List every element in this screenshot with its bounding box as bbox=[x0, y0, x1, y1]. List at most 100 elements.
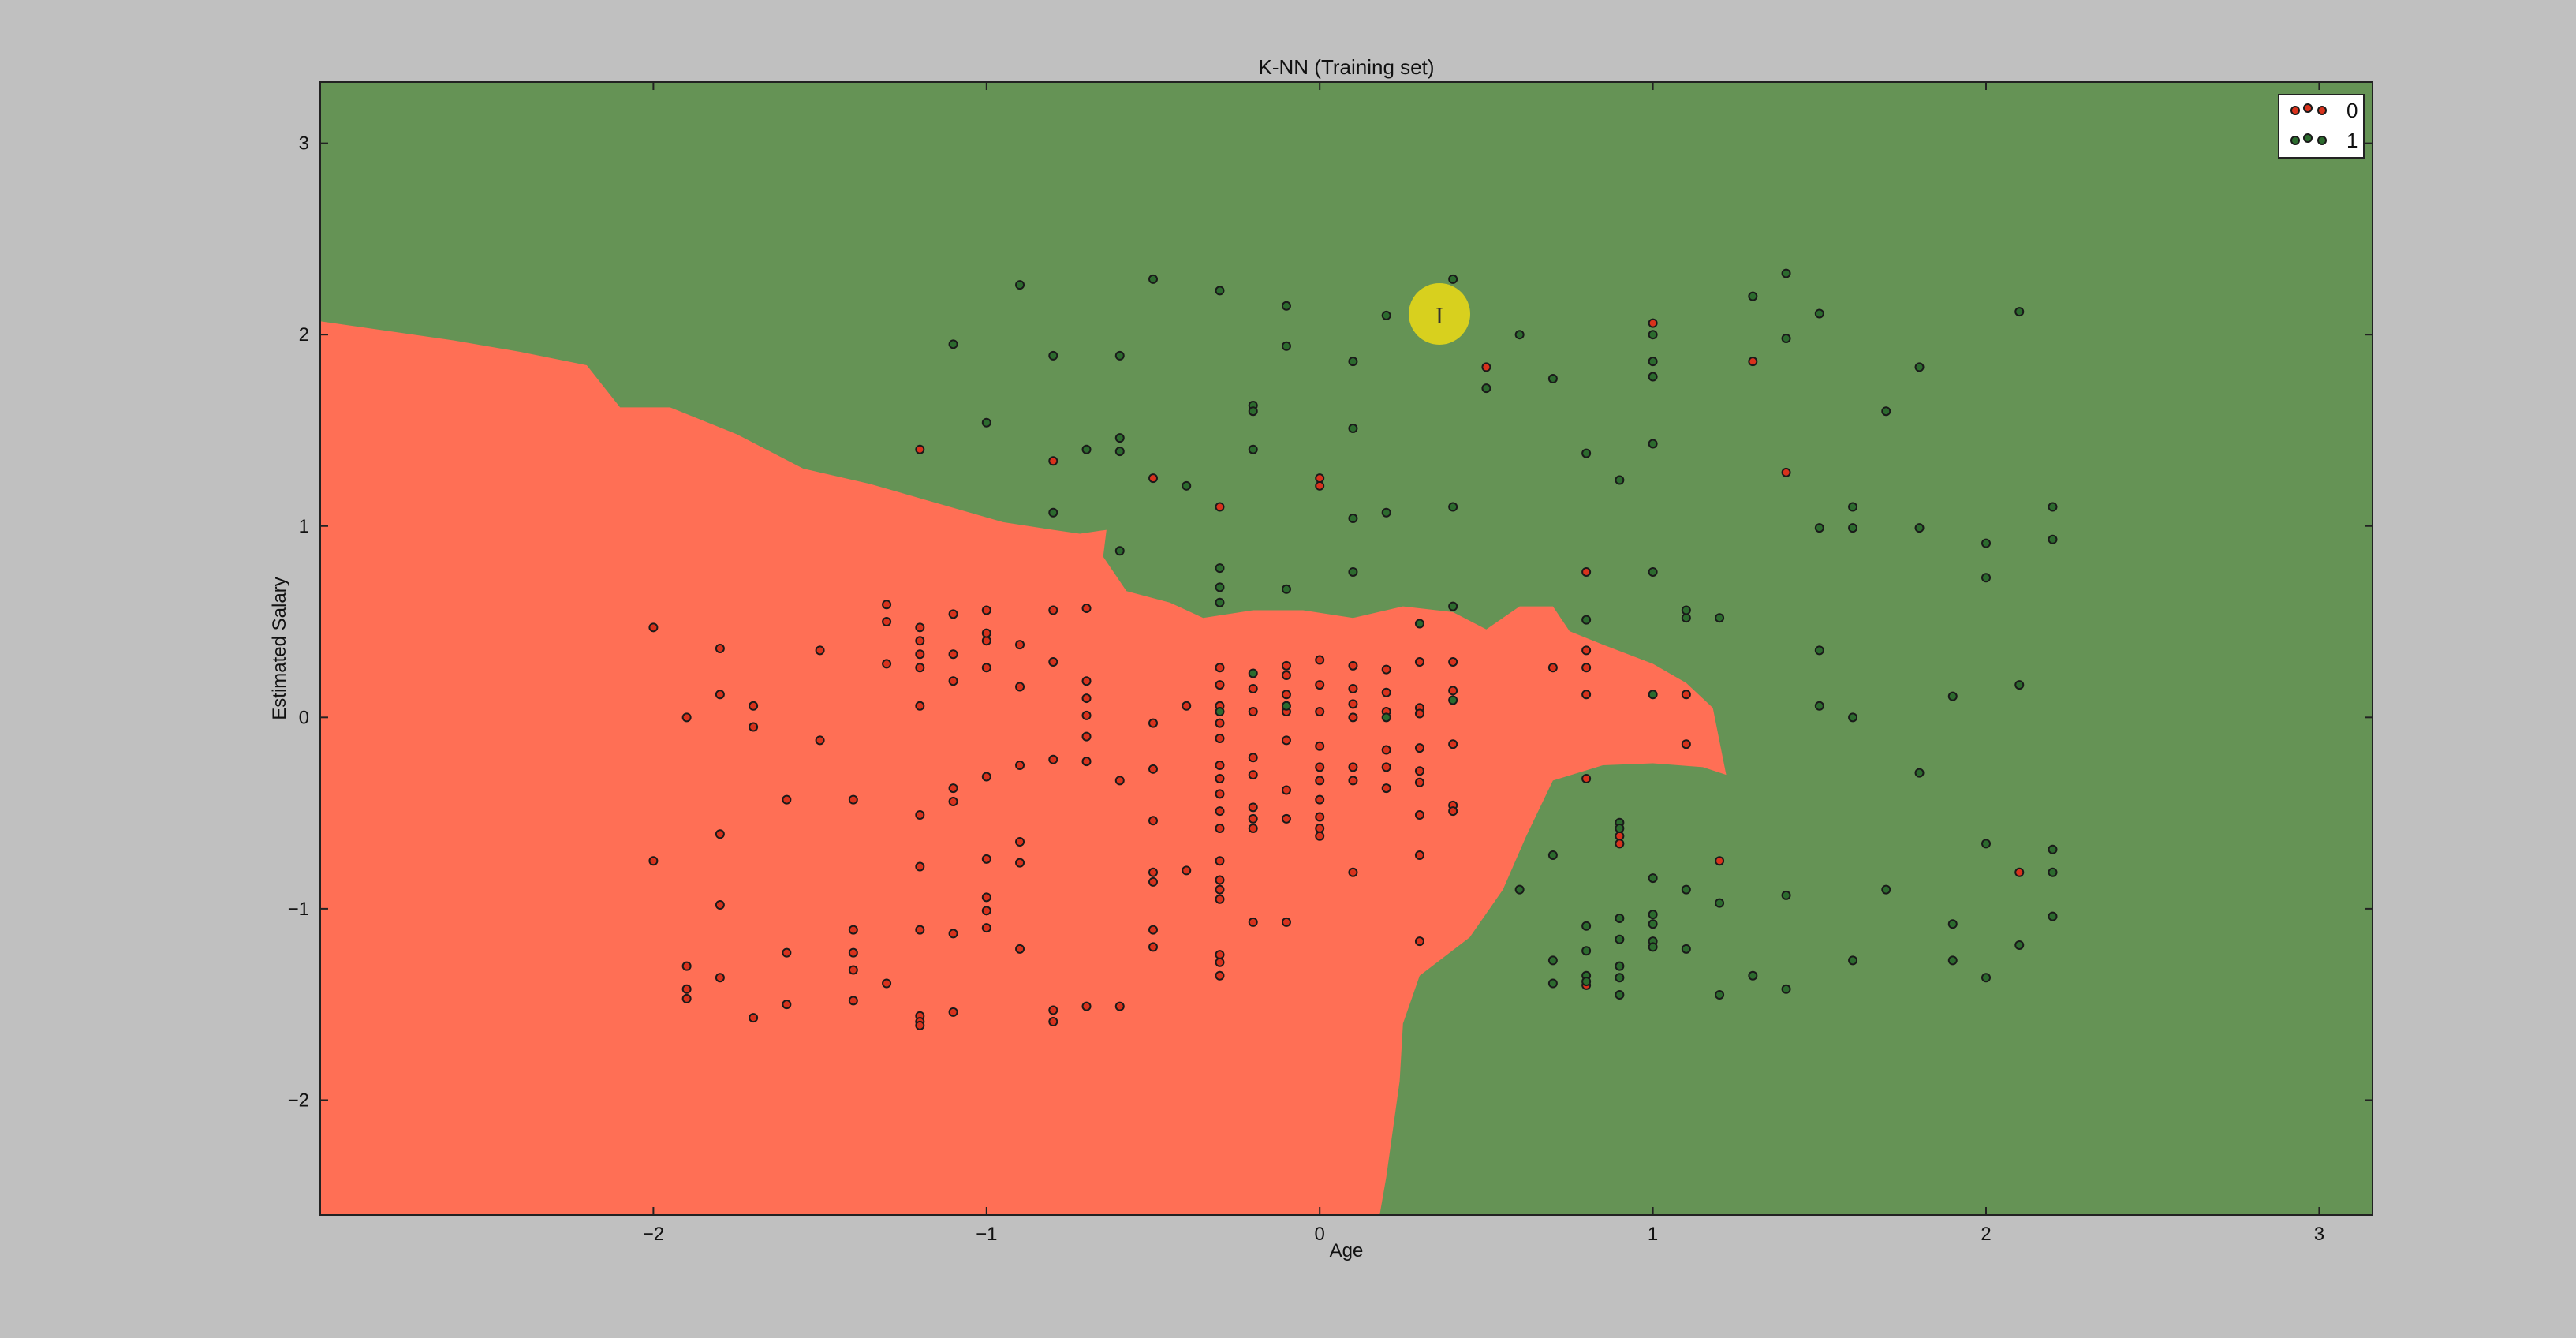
point-class-0-11 bbox=[715, 829, 725, 839]
point-class-0-86 bbox=[1215, 894, 1225, 904]
point-class-0-53 bbox=[948, 609, 958, 619]
point-class-0-131 bbox=[1348, 699, 1358, 709]
point-class-0-173 bbox=[1148, 473, 1159, 484]
point-class-1-58 bbox=[1981, 573, 1992, 583]
point-class-1-4 bbox=[1448, 274, 1458, 284]
point-class-1-105 bbox=[1215, 707, 1225, 717]
point-class-0-132 bbox=[1348, 683, 1358, 693]
point-class-1-37 bbox=[1114, 546, 1125, 556]
point-class-0-43 bbox=[1015, 760, 1025, 770]
point-class-0-156 bbox=[1581, 645, 1592, 656]
point-class-0-14 bbox=[681, 984, 692, 994]
point-class-0-147 bbox=[1414, 850, 1424, 860]
legend-items: 01 bbox=[2290, 99, 2358, 152]
point-class-0-165 bbox=[1681, 690, 1691, 700]
point-class-0-110 bbox=[1281, 660, 1291, 671]
point-class-0-48 bbox=[915, 636, 925, 646]
point-class-1-89 bbox=[1648, 910, 1658, 920]
point-class-1-2 bbox=[1215, 286, 1225, 296]
point-class-0-104 bbox=[1248, 813, 1258, 824]
point-class-0-59 bbox=[981, 605, 991, 615]
point-class-1-5 bbox=[1381, 310, 1391, 320]
point-class-1-80 bbox=[2014, 940, 2025, 950]
point-class-0-115 bbox=[1281, 785, 1291, 795]
point-class-1-104 bbox=[1514, 884, 1525, 895]
point-class-1-108 bbox=[1381, 712, 1391, 723]
point-class-0-146 bbox=[1414, 810, 1424, 820]
point-class-0-98 bbox=[1215, 950, 1225, 960]
point-class-1-95 bbox=[1615, 961, 1625, 971]
x-tick-label: 0 bbox=[1315, 1224, 1325, 1245]
point-class-0-16 bbox=[715, 973, 725, 983]
point-class-1-62 bbox=[1814, 701, 1824, 711]
point-class-1-77 bbox=[2048, 844, 2058, 854]
legend-box bbox=[2278, 94, 2365, 159]
point-class-0-166 bbox=[1681, 739, 1691, 749]
y-axis-ticks: −2 −1 0 1 2 3 bbox=[288, 133, 2373, 1111]
point-class-0-99 bbox=[1215, 957, 1225, 967]
point-class-0-81 bbox=[1148, 718, 1159, 728]
point-class-0-69 bbox=[1081, 757, 1092, 767]
point-class-1-87 bbox=[1715, 990, 1725, 1000]
point-class-0-102 bbox=[1281, 917, 1291, 927]
point-class-0-19 bbox=[782, 1000, 792, 1010]
y-tick-label: 1 bbox=[299, 516, 309, 537]
point-class-0-15 bbox=[681, 993, 692, 1003]
point-class-0-82 bbox=[1182, 701, 1192, 711]
point-class-0-117 bbox=[1315, 655, 1325, 665]
legend-marker-1 bbox=[2303, 133, 2313, 143]
point-class-1-9 bbox=[1281, 341, 1291, 351]
point-class-1-106 bbox=[1248, 668, 1258, 678]
point-class-1-8 bbox=[1114, 350, 1125, 361]
point-class-0-5 bbox=[749, 722, 759, 732]
legend-label-1: 1 bbox=[2346, 129, 2358, 152]
point-class-0-60 bbox=[1015, 682, 1025, 692]
point-class-0-169 bbox=[1781, 467, 1791, 477]
point-class-1-48 bbox=[1581, 615, 1592, 625]
point-class-1-40 bbox=[1448, 502, 1458, 512]
point-class-0-79 bbox=[1148, 816, 1159, 826]
point-class-1-82 bbox=[1947, 955, 1958, 966]
point-class-0-47 bbox=[915, 649, 925, 660]
point-class-1-63 bbox=[1848, 712, 1858, 723]
point-class-0-170 bbox=[2014, 867, 2025, 877]
point-class-1-81 bbox=[1947, 919, 1958, 929]
point-class-1-71 bbox=[1648, 873, 1658, 884]
point-class-0-94 bbox=[1215, 718, 1225, 728]
point-class-0-171 bbox=[915, 444, 925, 454]
point-class-0-17 bbox=[749, 1013, 759, 1023]
point-class-1-49 bbox=[1648, 566, 1658, 577]
point-class-1-67 bbox=[1648, 690, 1658, 700]
point-class-1-98 bbox=[1581, 921, 1592, 931]
point-class-1-44 bbox=[1348, 566, 1358, 577]
point-class-1-76 bbox=[1981, 839, 1992, 849]
point-class-1-24 bbox=[981, 417, 991, 428]
point-class-1-107 bbox=[1281, 701, 1291, 711]
point-class-0-12 bbox=[715, 900, 725, 910]
point-class-1-65 bbox=[2014, 680, 2025, 690]
plot-area bbox=[320, 82, 2373, 1215]
x-tick-label: −2 bbox=[643, 1224, 664, 1245]
point-class-0-145 bbox=[1414, 777, 1424, 787]
point-class-1-66 bbox=[1914, 768, 1925, 778]
point-class-0-40 bbox=[1015, 836, 1025, 847]
point-class-1-12 bbox=[1648, 330, 1658, 340]
x-tick-label: −1 bbox=[976, 1224, 997, 1245]
point-class-1-70 bbox=[1615, 824, 1625, 834]
point-class-0-83 bbox=[1182, 865, 1192, 876]
point-class-1-15 bbox=[1547, 373, 1558, 383]
point-class-0-101 bbox=[1248, 917, 1258, 927]
point-class-0-176 bbox=[1215, 502, 1225, 512]
y-axis-label: Estimated Salary bbox=[269, 577, 290, 719]
point-class-0-84 bbox=[1215, 856, 1225, 866]
point-class-0-27 bbox=[915, 1020, 925, 1030]
point-class-0-75 bbox=[1148, 925, 1159, 935]
point-class-1-32 bbox=[1348, 424, 1358, 434]
point-class-1-101 bbox=[1581, 977, 1592, 987]
point-class-1-55 bbox=[1848, 502, 1858, 512]
point-class-0-41 bbox=[1015, 858, 1025, 868]
text-cursor-icon: I bbox=[1435, 303, 1443, 329]
point-class-0-107 bbox=[1248, 770, 1258, 780]
point-class-0-103 bbox=[1248, 802, 1258, 813]
point-class-0-127 bbox=[1348, 867, 1358, 877]
